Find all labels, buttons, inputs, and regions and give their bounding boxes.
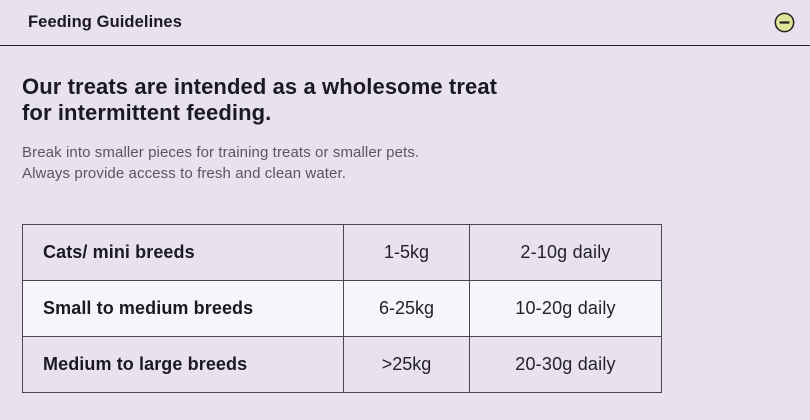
- feeding-notes: Break into smaller pieces for training t…: [22, 142, 788, 184]
- breed-cell: Small to medium breeds: [22, 280, 344, 337]
- feeding-table: Cats/ mini breeds 1-5kg 2-10g daily Smal…: [22, 224, 662, 393]
- table-row: Small to medium breeds 6-25kg 10-20g dai…: [22, 280, 662, 337]
- breed-cell: Medium to large breeds: [22, 336, 344, 393]
- note-line-2: Always provide access to fresh and clean…: [22, 165, 347, 182]
- note-line-1: Break into smaller pieces for training t…: [22, 144, 420, 161]
- accordion-content: Our treats are intended as a wholesome t…: [0, 74, 810, 393]
- minus-icon[interactable]: [774, 12, 795, 33]
- amount-cell: 20-30g daily: [469, 336, 662, 393]
- weight-cell: 1-5kg: [343, 224, 470, 281]
- heading-line-1: Our treats are intended as a wholesome t…: [22, 74, 498, 99]
- weight-cell: >25kg: [343, 336, 470, 393]
- breed-cell: Cats/ mini breeds: [22, 224, 344, 281]
- accordion-header[interactable]: Feeding Guidelines: [0, 0, 810, 46]
- table-row: Cats/ mini breeds 1-5kg 2-10g daily: [22, 224, 662, 281]
- content-heading: Our treats are intended as a wholesome t…: [22, 74, 788, 126]
- accordion-title: Feeding Guidelines: [28, 13, 182, 31]
- amount-cell: 2-10g daily: [469, 224, 662, 281]
- heading-line-2: for intermittent feeding.: [22, 100, 272, 125]
- amount-cell: 10-20g daily: [469, 280, 662, 337]
- table-row: Medium to large breeds >25kg 20-30g dail…: [22, 336, 662, 393]
- weight-cell: 6-25kg: [343, 280, 470, 337]
